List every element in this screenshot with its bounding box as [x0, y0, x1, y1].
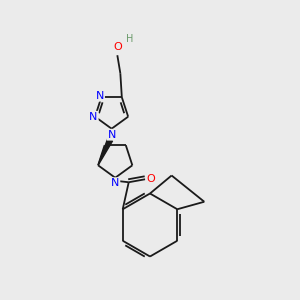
Polygon shape: [98, 139, 112, 165]
Text: N: N: [111, 178, 119, 188]
Text: N: N: [89, 112, 98, 122]
Text: O: O: [113, 42, 122, 52]
Text: O: O: [146, 174, 155, 184]
Text: N: N: [96, 91, 104, 101]
Text: N: N: [107, 130, 116, 140]
Text: H: H: [126, 34, 134, 44]
